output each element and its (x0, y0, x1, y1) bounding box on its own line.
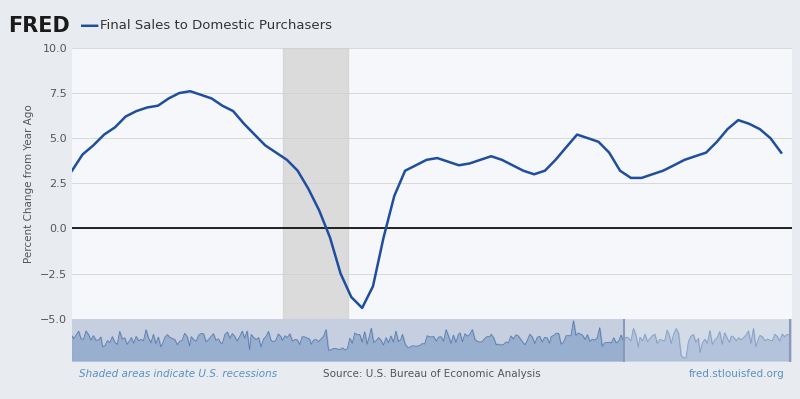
Text: Final Sales to Domestic Purchasers: Final Sales to Domestic Purchasers (100, 20, 332, 32)
Text: fred.stlouisfed.org: fred.stlouisfed.org (689, 369, 785, 379)
Y-axis label: Percent Change from Year Ago: Percent Change from Year Ago (25, 104, 34, 263)
Text: Shaded areas indicate U.S. recessions: Shaded areas indicate U.S. recessions (79, 369, 278, 379)
Text: —: — (80, 16, 99, 36)
Text: FRED: FRED (8, 16, 70, 36)
Text: Source: U.S. Bureau of Economic Analysis: Source: U.S. Bureau of Economic Analysis (323, 369, 541, 379)
Bar (624, 319, 790, 362)
Bar (283, 48, 348, 319)
